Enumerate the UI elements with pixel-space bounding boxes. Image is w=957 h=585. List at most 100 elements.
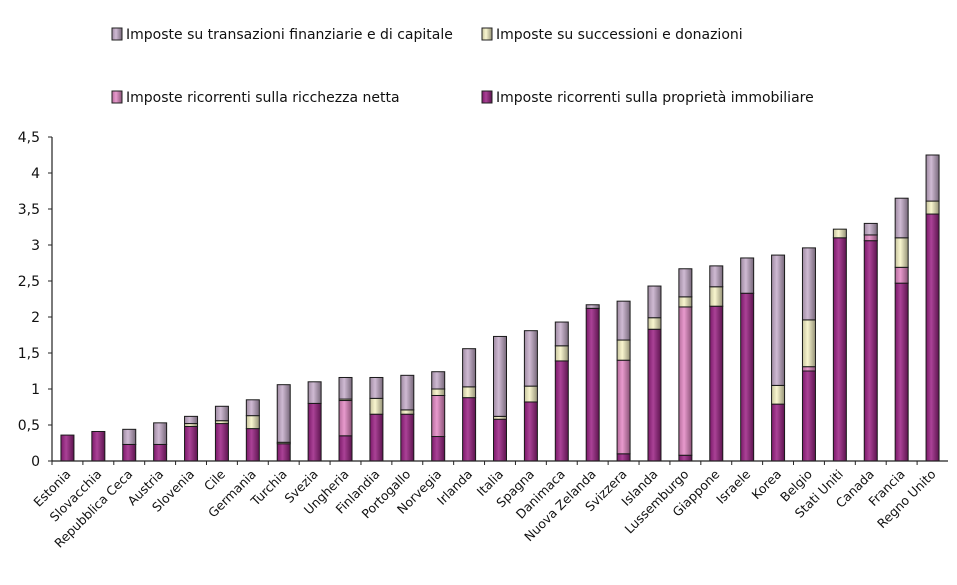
bar-segment bbox=[523, 330, 538, 387]
bar-segment bbox=[616, 453, 631, 462]
bar-germania bbox=[245, 399, 260, 462]
bar-regno-unito bbox=[925, 154, 940, 462]
bar-svizzera bbox=[616, 300, 631, 462]
y-tick-label: 4,5 bbox=[18, 130, 40, 146]
bar-turchia bbox=[276, 384, 291, 462]
y-tick-label: 2,5 bbox=[18, 274, 40, 290]
bar-danimaca bbox=[554, 321, 569, 462]
bar-segment bbox=[400, 374, 415, 411]
bar-segment bbox=[369, 376, 384, 399]
bar-repubblica-ceca bbox=[122, 428, 137, 462]
legend-item: Imposte su transazioni finanziarie e di … bbox=[111, 27, 453, 43]
bar-segment bbox=[894, 197, 909, 239]
bar-segment bbox=[60, 434, 75, 462]
bar-slovenia bbox=[184, 415, 199, 462]
bar-segment bbox=[276, 443, 291, 462]
bar-segment bbox=[616, 300, 631, 341]
bar-segment bbox=[832, 237, 847, 462]
bar-segment bbox=[523, 385, 538, 403]
bar-segment bbox=[740, 292, 755, 462]
y-tick-label: 4 bbox=[31, 166, 40, 182]
y-tick-label: 1 bbox=[31, 382, 40, 398]
bar-segment bbox=[400, 413, 415, 462]
bar-spagna bbox=[523, 330, 538, 462]
bar-segment bbox=[585, 307, 600, 462]
bar-segment bbox=[214, 423, 229, 462]
bar-israele bbox=[740, 257, 755, 462]
bar-segment bbox=[153, 443, 168, 462]
bar-segment bbox=[678, 296, 693, 308]
bar-segment bbox=[709, 305, 724, 462]
x-tick-label: Irlanda bbox=[434, 467, 475, 508]
bar-segment bbox=[338, 435, 353, 462]
bar-segment bbox=[771, 384, 786, 405]
bar-segment bbox=[431, 371, 446, 390]
bar-segment bbox=[894, 282, 909, 462]
bar-finlandia bbox=[369, 376, 384, 462]
y-tick-label: 3,5 bbox=[18, 202, 40, 218]
bar-segment bbox=[647, 328, 662, 462]
bar-lussemburgo bbox=[678, 268, 693, 462]
bar-segment bbox=[925, 200, 940, 215]
bar-segment bbox=[771, 254, 786, 386]
bar-ungheria bbox=[338, 376, 353, 462]
bar-segment bbox=[276, 384, 291, 443]
bar-estonia bbox=[60, 434, 75, 462]
bar-segment bbox=[616, 359, 631, 455]
legend-label: Imposte su successioni e donazioni bbox=[496, 27, 743, 43]
bar-italia bbox=[493, 335, 507, 462]
bar-segment bbox=[214, 405, 229, 422]
bar-segment bbox=[585, 304, 600, 309]
x-tick-label: Israele bbox=[713, 466, 753, 506]
bar-segment bbox=[647, 317, 662, 330]
bar-segment bbox=[709, 286, 724, 307]
bar-svezia bbox=[307, 381, 322, 462]
bar-segment bbox=[369, 397, 384, 415]
bar-segment bbox=[616, 339, 631, 361]
bar-segment bbox=[245, 415, 260, 430]
bar-norvegia bbox=[431, 371, 446, 462]
bar-nuova-zelanda bbox=[585, 304, 600, 462]
bar-canada bbox=[863, 222, 878, 462]
bar-segment bbox=[863, 234, 878, 242]
bar-segment bbox=[493, 335, 507, 417]
bar-segment bbox=[338, 376, 353, 400]
bar-segment bbox=[400, 409, 415, 415]
bar-segment bbox=[709, 265, 724, 288]
bar-segment bbox=[801, 370, 816, 462]
bar-segment bbox=[740, 257, 755, 294]
bar-segment bbox=[307, 381, 322, 404]
bar-segment bbox=[431, 436, 446, 462]
bar-segment bbox=[678, 268, 693, 298]
y-tick-label: 1,5 bbox=[18, 346, 40, 362]
bar-stati-uniti bbox=[832, 228, 847, 462]
bar-segment bbox=[678, 454, 693, 462]
bar-slovacchia bbox=[91, 430, 106, 462]
bar-segment bbox=[462, 386, 477, 399]
legend-swatch bbox=[111, 90, 123, 104]
bar-portogallo bbox=[400, 374, 415, 462]
y-axis: 0 0,5 1 1,5 2 2,5 3 3,5 4 4,5 bbox=[18, 130, 53, 470]
legend-swatch bbox=[481, 27, 493, 41]
y-tick-label: 2 bbox=[31, 310, 40, 326]
bar-segment bbox=[554, 345, 569, 362]
legend-item: Imposte ricorrenti sulla proprietà immob… bbox=[481, 90, 814, 106]
bar-segment bbox=[493, 418, 507, 462]
bar-segment bbox=[894, 266, 909, 284]
legend-item: Imposte ricorrenti sulla ricchezza netta bbox=[111, 90, 400, 106]
bar-segment bbox=[554, 321, 569, 347]
legend-swatch bbox=[481, 90, 493, 104]
bar-giappone bbox=[709, 265, 724, 462]
bar-segment bbox=[307, 402, 322, 462]
bar-segment bbox=[462, 397, 477, 462]
bar-segment bbox=[184, 415, 199, 425]
legend-label: Imposte ricorrenti sulla proprietà immob… bbox=[496, 90, 814, 106]
legend-item: Imposte su successioni e donazioni bbox=[481, 27, 743, 43]
bar-segment bbox=[554, 360, 569, 462]
legend-label: Imposte ricorrenti sulla ricchezza netta bbox=[126, 90, 400, 106]
bar-segment bbox=[801, 319, 816, 368]
bar-segment bbox=[462, 348, 477, 388]
bar-cile bbox=[214, 405, 229, 462]
